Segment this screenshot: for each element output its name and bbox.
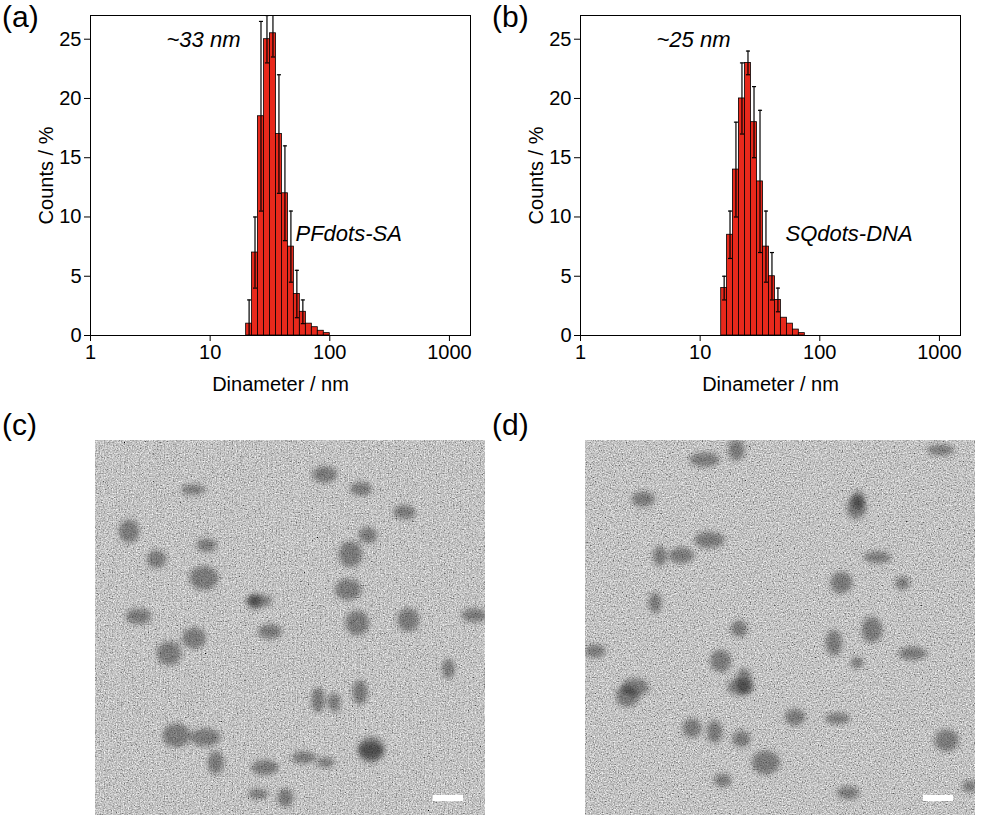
- svg-text:10: 10: [689, 341, 711, 363]
- svg-text:15: 15: [549, 146, 571, 168]
- svg-text:Dinameter / nm: Dinameter / nm: [212, 373, 349, 395]
- html-text:(a): (a): [2, 0, 39, 33]
- svg-text:~25 nm: ~25 nm: [657, 27, 731, 52]
- html-text:(c): (c): [2, 408, 37, 441]
- svg-text:10: 10: [59, 205, 81, 227]
- svg-text:25: 25: [59, 28, 81, 50]
- svg-text:1: 1: [575, 341, 586, 363]
- svg-text:10: 10: [199, 341, 221, 363]
- svg-text:Counts / %: Counts / %: [35, 126, 57, 224]
- svg-text:1000: 1000: [427, 341, 472, 363]
- svg-text:PFdots-SA: PFdots-SA: [296, 221, 402, 246]
- html-text:(b): (b): [492, 0, 529, 33]
- svg-text:1: 1: [85, 341, 96, 363]
- svg-text:100: 100: [313, 341, 346, 363]
- svg-text:20: 20: [549, 87, 571, 109]
- svg-text:Dinameter / nm: Dinameter / nm: [702, 373, 839, 395]
- svg-text:20: 20: [59, 87, 81, 109]
- svg-text:10: 10: [549, 205, 571, 227]
- svg-text:1000: 1000: [917, 341, 962, 363]
- svg-text:5: 5: [70, 265, 81, 287]
- svg-text:SQdots-DNA: SQdots-DNA: [786, 221, 913, 246]
- svg-text:0: 0: [560, 324, 571, 346]
- svg-text:25: 25: [549, 28, 571, 50]
- svg-text:100: 100: [803, 341, 836, 363]
- svg-text:Counts / %: Counts / %: [525, 126, 547, 224]
- svg-text:15: 15: [59, 146, 81, 168]
- svg-text:5: 5: [560, 265, 571, 287]
- svg-text:0: 0: [70, 324, 81, 346]
- svg-text:~33 nm: ~33 nm: [167, 27, 241, 52]
- html-text:(d): (d): [492, 408, 529, 441]
